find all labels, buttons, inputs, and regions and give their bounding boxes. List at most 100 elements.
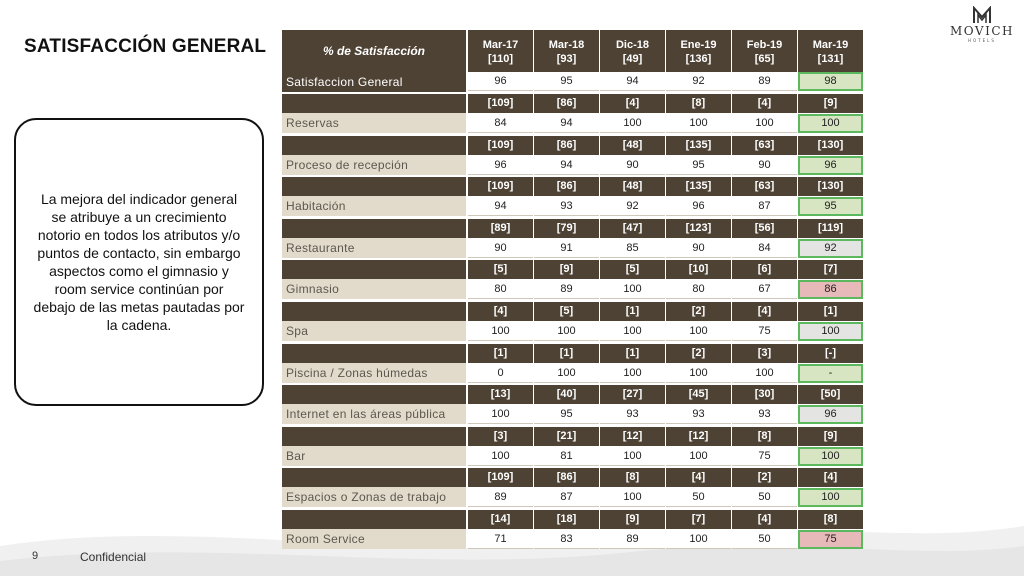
period-header: Mar-18 [93] xyxy=(534,30,599,72)
row-label-band xyxy=(282,468,466,489)
sample-size-cell: [9] xyxy=(798,426,863,446)
row-label: Habitación xyxy=(282,196,466,217)
row-label-band xyxy=(282,260,466,281)
row-label: Room Service xyxy=(282,529,466,549)
sample-size-cell: [7] xyxy=(666,510,731,529)
sample-size-cell: [1] xyxy=(468,343,533,363)
value-cell: 50 xyxy=(732,488,797,508)
value-cell: 100 xyxy=(468,405,533,425)
table-row: Room Service [14] [18] [9] [7] [4] [8] 71 83 89 10… xyxy=(282,510,863,550)
value-cell: 87 xyxy=(534,488,599,508)
sample-size-cell: [4] xyxy=(732,302,797,321)
value-cell: 100 xyxy=(732,363,797,383)
sample-size-cell: [135] xyxy=(666,177,731,197)
row-label-band xyxy=(282,343,466,364)
sample-size-cell: [5] xyxy=(534,302,599,321)
sample-size-cell: [1] xyxy=(600,302,665,321)
row-label-band xyxy=(282,177,466,198)
value-cell: 100 xyxy=(666,322,731,341)
sample-size-cell: [119] xyxy=(798,218,863,238)
sample-size-cell: [63] xyxy=(732,135,797,155)
value-cell: 94 xyxy=(534,155,599,175)
summary-callout: La mejora del indicador general se atrib… xyxy=(14,118,264,406)
row-label-band xyxy=(282,302,466,322)
value-cell: 100 xyxy=(600,363,665,383)
value-cell: 100 xyxy=(534,363,599,383)
row-label-band xyxy=(282,426,466,447)
sample-size-cell: [10] xyxy=(666,260,731,280)
sample-size-cell: [4] xyxy=(666,468,731,488)
sample-size-cell: [3] xyxy=(732,343,797,363)
value-cell: 89 xyxy=(600,530,665,549)
table-row: Satisfaccion General 96 95 94 92 89 98 xyxy=(282,72,863,92)
sample-size-cell: [50] xyxy=(798,385,863,405)
value-cell: 90 xyxy=(732,155,797,175)
row-label-band xyxy=(282,94,466,114)
value-cell: 96 xyxy=(468,72,533,91)
value-cell: 96 xyxy=(666,197,731,217)
sample-size-cell: [4] xyxy=(798,468,863,488)
value-cell: 94 xyxy=(468,197,533,217)
value-cell: 75 xyxy=(732,322,797,341)
period-header: Mar-17 [110] xyxy=(468,30,533,72)
row-label: Espacios o Zonas de trabajo xyxy=(282,487,466,508)
value-cell: 50 xyxy=(732,530,797,549)
value-cell: 84 xyxy=(732,238,797,258)
value-cell: 84 xyxy=(468,114,533,133)
period-sample-size: [110] xyxy=(487,53,514,65)
period-month: Ene-19 xyxy=(680,39,717,51)
sample-size-cell: [48] xyxy=(600,135,665,155)
confidential-label: Confidencial xyxy=(80,550,147,564)
period-month: Mar-18 xyxy=(548,39,585,51)
period-month: Mar-19 xyxy=(812,39,849,51)
value-cell: 75 xyxy=(798,530,863,549)
value-cell: 94 xyxy=(600,72,665,91)
sample-size-cell: [5] xyxy=(468,260,533,280)
value-cell: 90 xyxy=(468,238,533,258)
logo-subtitle: HOTELS xyxy=(968,38,996,43)
sample-size-cell: [123] xyxy=(666,218,731,238)
sample-size-cell: [2] xyxy=(666,302,731,321)
value-cell: 95 xyxy=(798,197,863,217)
value-cell: 96 xyxy=(468,155,533,175)
value-cell: 100 xyxy=(600,114,665,133)
row-label-band xyxy=(282,218,466,239)
value-cell: 100 xyxy=(600,446,665,466)
table-row: Piscina / Zonas húmedas [1] [1] [1] [2] [3] [-… xyxy=(282,343,863,384)
sample-size-cell: [18] xyxy=(534,510,599,529)
value-cell: 95 xyxy=(534,405,599,425)
row-label: Bar xyxy=(282,445,466,466)
row-label: Reservas xyxy=(282,113,466,133)
table-row: Proceso de recepción [109] [86] [48] [135] [6… xyxy=(282,135,863,176)
row-label: Spa xyxy=(282,321,466,341)
sample-size-cell: [109] xyxy=(468,177,533,197)
logo-m-icon xyxy=(973,6,991,23)
sample-size-cell: [130] xyxy=(798,177,863,197)
sample-size-cell: [109] xyxy=(468,468,533,488)
table-row: Spa [4] [5] [1] [2] [4] [1] 100 100 100 100 75 100 xyxy=(282,302,863,342)
row-label: Piscina / Zonas húmedas xyxy=(282,362,466,383)
sample-size-cell: [86] xyxy=(534,468,599,488)
value-cell: 89 xyxy=(468,488,533,508)
sample-size-cell: [48] xyxy=(600,177,665,197)
period-header: Dic-18 [49] xyxy=(600,30,665,72)
value-cell: 0 xyxy=(468,363,533,383)
sample-size-cell: [4] xyxy=(732,510,797,529)
value-cell: 93 xyxy=(534,197,599,217)
value-cell: 90 xyxy=(666,238,731,258)
value-cell: 89 xyxy=(534,280,599,300)
value-cell: 94 xyxy=(534,114,599,133)
value-cell: 67 xyxy=(732,280,797,300)
sample-size-cell: [86] xyxy=(534,177,599,197)
sample-size-cell: [14] xyxy=(468,510,533,529)
sample-size-cell: [7] xyxy=(798,260,863,280)
period-header: Feb-19 [65] xyxy=(732,30,797,72)
period-sample-size: [65] xyxy=(754,53,775,65)
sample-size-cell: [1] xyxy=(600,343,665,363)
value-cell: 100 xyxy=(666,530,731,549)
sample-size-cell: [4] xyxy=(600,94,665,113)
value-cell: 100 xyxy=(534,322,599,341)
sample-size-cell: [3] xyxy=(468,426,533,446)
value-cell: 50 xyxy=(666,488,731,508)
table-row: Reservas [109] [86] [4] [8] [4] [9] 84 94 100 100 1… xyxy=(282,94,863,134)
